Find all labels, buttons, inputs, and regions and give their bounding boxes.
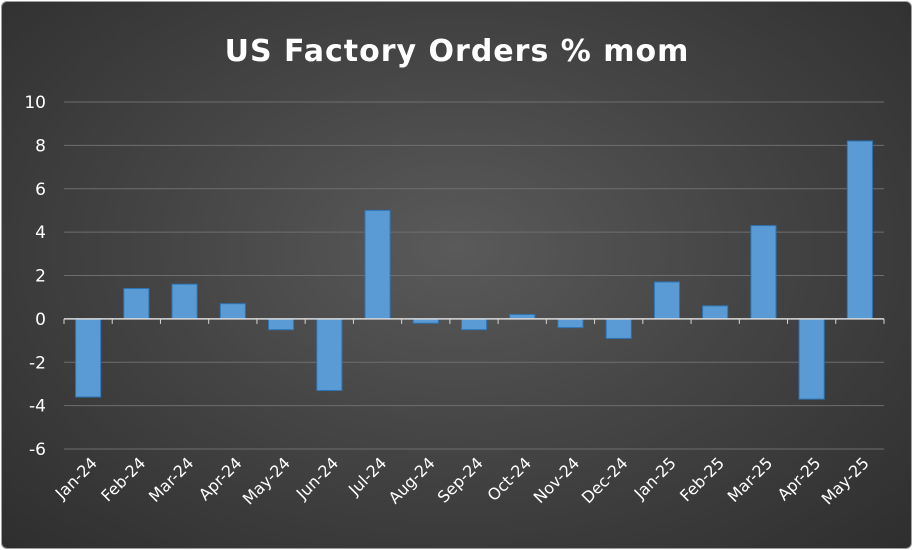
x-tick-label: Jan-25 bbox=[630, 453, 680, 503]
x-tick-label: Jul-24 bbox=[344, 453, 390, 499]
bar-sep-24 bbox=[461, 318, 488, 331]
bar-jun-24 bbox=[316, 318, 343, 391]
bar-mar-25 bbox=[750, 225, 777, 320]
y-tick-label: 2 bbox=[35, 267, 46, 287]
x-tick-label: Nov-24 bbox=[530, 453, 584, 507]
bar-jan-24 bbox=[75, 318, 102, 398]
bar-dec-24 bbox=[605, 318, 632, 339]
y-tick-label: -2 bbox=[29, 353, 46, 373]
x-tick-label: Mar-25 bbox=[724, 453, 777, 506]
x-tick-label: Sep-24 bbox=[434, 453, 487, 506]
gridlines bbox=[64, 101, 884, 450]
y-tick-label: 0 bbox=[35, 310, 46, 330]
bar-feb-24 bbox=[123, 288, 150, 320]
x-tick-label: May-24 bbox=[239, 453, 294, 508]
x-tick-label: Oct-24 bbox=[484, 453, 535, 504]
y-tick-label: -6 bbox=[29, 440, 46, 460]
bar-apr-25 bbox=[798, 318, 825, 400]
x-tick-label: Feb-24 bbox=[97, 453, 149, 505]
x-axis bbox=[63, 318, 885, 324]
y-tick-label: 10 bbox=[24, 93, 46, 113]
bar-feb-25 bbox=[702, 305, 729, 320]
bar-jul-24 bbox=[364, 209, 391, 320]
x-tick-label: Feb-25 bbox=[676, 453, 728, 505]
bar-may-25 bbox=[846, 140, 873, 320]
y-tick-label: 6 bbox=[35, 180, 46, 200]
bar-nov-24 bbox=[557, 318, 584, 329]
x-tick-label: Jun-24 bbox=[292, 453, 342, 503]
x-tick-label: Jan-24 bbox=[51, 453, 101, 503]
x-tick-label: May-25 bbox=[818, 453, 873, 508]
y-axis-ticks: 10 8 6 4 2 0 -2 -4 -6 bbox=[24, 93, 46, 460]
x-tick-label: Apr-25 bbox=[774, 453, 825, 504]
x-tick-label: Aug-24 bbox=[385, 453, 439, 507]
y-tick-label: 8 bbox=[35, 136, 46, 156]
x-tick-label: Mar-24 bbox=[145, 453, 198, 506]
bar-jan-25 bbox=[653, 281, 681, 320]
y-tick-label: 4 bbox=[35, 223, 46, 243]
bar-mar-24 bbox=[171, 283, 198, 320]
y-tick-label: -4 bbox=[29, 397, 46, 417]
bar-apr-24 bbox=[219, 303, 246, 320]
bar-may-24 bbox=[268, 318, 295, 331]
x-tick-label: Apr-24 bbox=[195, 453, 246, 504]
chart-title: US Factory Orders % mom bbox=[225, 34, 690, 69]
bars bbox=[75, 140, 873, 400]
x-tick-label: Dec-24 bbox=[578, 453, 632, 507]
